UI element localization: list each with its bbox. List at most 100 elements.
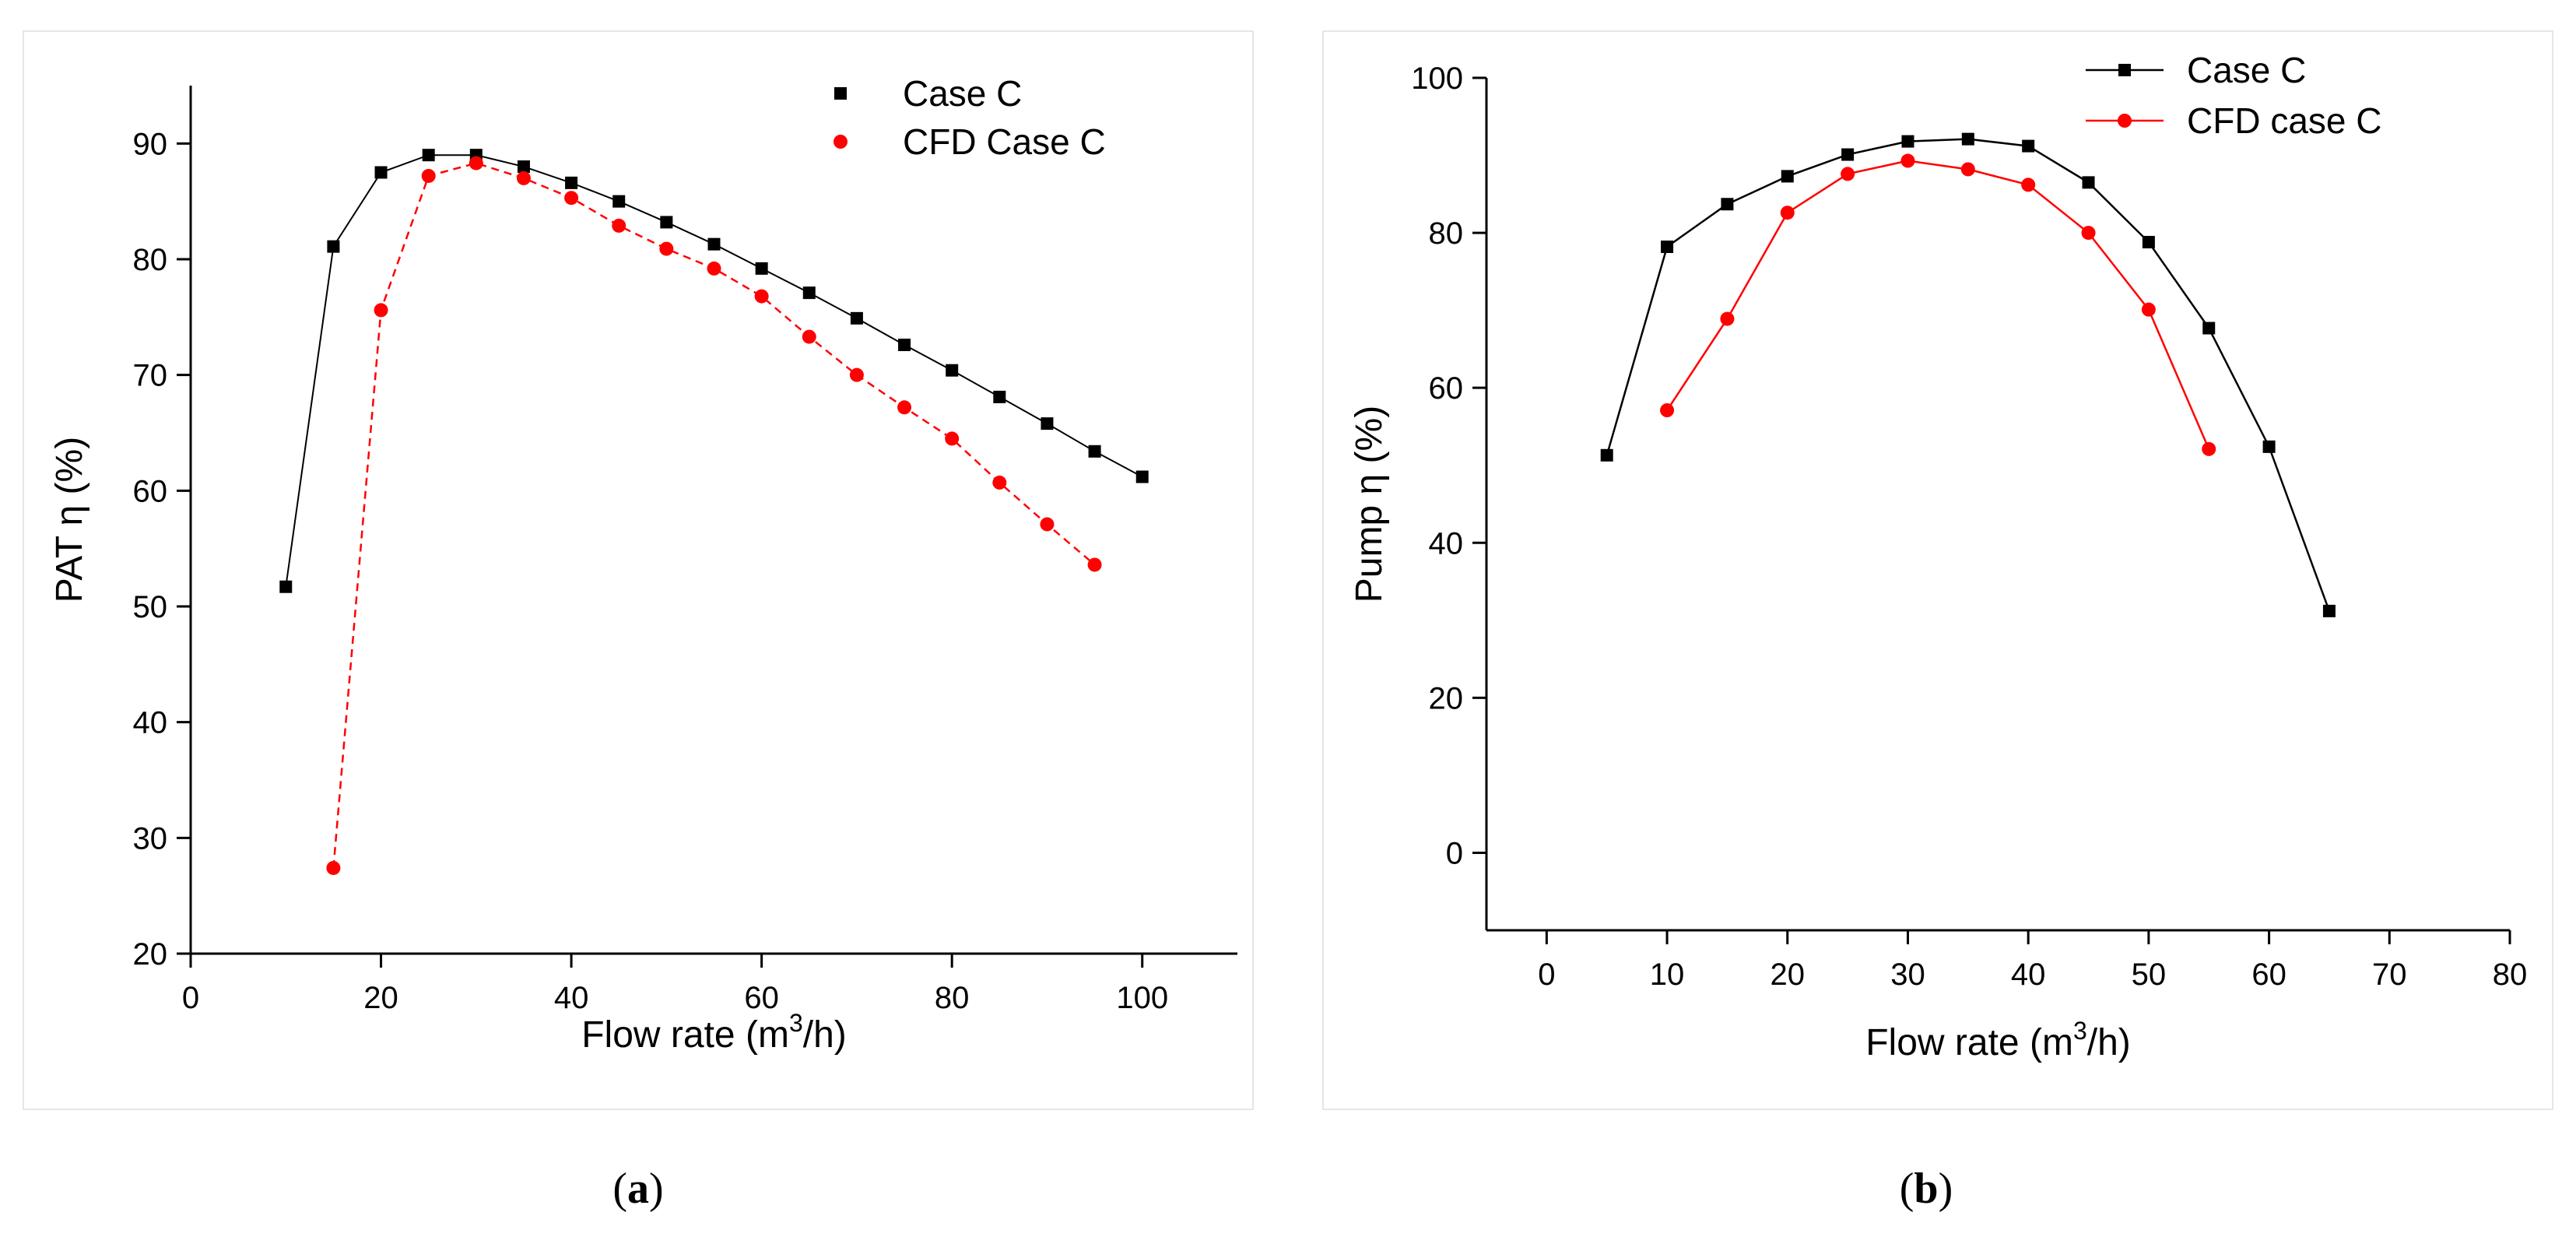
panel-a-series-cfd-case-c-point <box>1040 517 1055 532</box>
panel-a-series-case-c-point <box>1135 470 1149 483</box>
panel-b-series-cfd-case-c-legend-label: CFD case C <box>2187 100 2381 141</box>
panel-b-series-case-c-point <box>1721 198 1734 211</box>
panel-a-series-cfd-case-c-point <box>564 191 579 206</box>
panel-b-x-tick-label: 80 <box>2493 958 2528 992</box>
panel-b-series-case-c-point <box>1600 448 1613 462</box>
panel-b-series-case-c-point <box>1841 148 1855 161</box>
panel-a-series-cfd-case-c-point <box>374 303 388 318</box>
panel-a-y-tick-label: 90 <box>133 127 168 161</box>
panel-a-series-case-c-point <box>517 160 530 174</box>
panel-a-x-tick-label: 100 <box>1116 981 1168 1015</box>
panel-b-y-tick-label: 20 <box>1429 681 1464 715</box>
panel-b-series-cfd-case-c-point <box>1841 167 1855 181</box>
panel-b-x-axis-title-prefix: Flow rate (m <box>1865 1022 2073 1063</box>
panel-b-series-case-c-legend-marker <box>2118 64 2131 76</box>
panel-b-plot: 0 10 20 30 40 50 60 70 80 0 20 40 60 80 100 Flow rate (… <box>1349 50 2527 1063</box>
panel-b-series-case-c-point <box>1781 170 1794 183</box>
panel-b-series-cfd-case-c-point <box>1780 206 1795 220</box>
panel-a-plot: 0 20 40 60 80 100 20 30 40 50 60 70 80 90 Flow rate (m… <box>49 73 1237 1056</box>
panel-b-series-cfd-case-c-legend-marker <box>2118 114 2132 128</box>
panel-a-series-cfd-case-c-point <box>1087 557 1102 572</box>
panel-a-series-case-c-point <box>612 195 626 208</box>
panel-a-series-case-c-point <box>422 149 435 162</box>
panel-b-series-case-c-point <box>1961 132 1974 146</box>
panel-a-series-cfd-case-c-point <box>612 218 626 233</box>
panel-a-series-case-c-legend-marker <box>834 87 847 100</box>
panel-a-series-cfd-case-c-point <box>421 168 436 183</box>
panel-b-series-cfd-case-c-point <box>2202 441 2216 456</box>
panel-a-series-case-c-point <box>327 240 340 253</box>
panel-b-series-cfd-case-c-point <box>2081 226 2096 241</box>
panel-a-series-cfd-case-c-point <box>945 431 960 446</box>
panel-a-series-case-c-legend-label: Case C <box>903 73 1022 114</box>
panel-a-series-cfd-case-c-point <box>849 367 864 382</box>
panel-b-x-axis-title-suffix: /h) <box>2087 1022 2131 1063</box>
panel-b-series-cfd-case-c-point <box>1960 162 1975 177</box>
panel-b-x-tick-label: 70 <box>2372 958 2407 992</box>
panel-b-series-case-c-point <box>2262 440 2276 453</box>
panel-b-y-tick-label: 100 <box>1411 61 1463 96</box>
panel-a-series-cfd-case-c-legend-marker <box>834 135 848 149</box>
panel-b-x-tick-label: 50 <box>2132 958 2167 992</box>
panel-b-frame <box>1322 30 2553 1110</box>
panel-b-x-axis-title-sup: 3 <box>2073 1017 2087 1045</box>
panel-a-series-case-c-point <box>898 339 911 352</box>
panel-a-y-tick-label: 20 <box>133 937 168 972</box>
panel-a-series-case-c-point <box>1088 445 1101 458</box>
panel-a-x-tick-label: 20 <box>363 981 398 1015</box>
panel-a-series-case-c-point <box>755 262 768 275</box>
panel-a-x-tick-label: 40 <box>554 981 589 1015</box>
panel-b-series-cfd-case-c-point <box>1660 403 1675 418</box>
panel-b-y-tick-label: 0 <box>1446 836 1463 870</box>
panel-a-series-cfd-case-c-point <box>992 475 1007 490</box>
panel-a-y-axis-title: PAT η (%) <box>49 437 90 603</box>
panel-b-x-axis-title: Flow rate (m3/h) <box>1865 1017 2131 1063</box>
panel-a-x-tick-label: 60 <box>744 981 779 1015</box>
panel-a-series-case-c-point <box>660 216 673 229</box>
panel-b-y-axis-title: Pump η (%) <box>1349 406 1390 603</box>
panel-a-y-tick-label: 40 <box>133 706 168 740</box>
panel-a-x-axis-title-suffix: /h) <box>803 1014 847 1056</box>
panel-a-y-tick-label: 80 <box>133 243 168 277</box>
panel-b-series-cfd-case-c-line <box>1666 160 2210 450</box>
panel-a-series-cfd-case-c-point <box>754 289 769 304</box>
panel-b-y-tick-label: 80 <box>1429 216 1464 251</box>
panel-b-series-case-c-point <box>2322 604 2336 617</box>
panel-a-x-axis-title-sup: 3 <box>789 1009 803 1037</box>
panel-b-series-case-c-point <box>2082 176 2095 189</box>
panel-a-x-tick-label: 80 <box>935 981 970 1015</box>
panel-b-series-case-c-point <box>2142 236 2155 249</box>
panel-b-x-tick-label: 60 <box>2251 958 2286 992</box>
panel-b-series-cfd-case-c-point <box>1720 311 1735 326</box>
chart-panel-a: 0 20 40 60 80 100 20 30 40 50 60 70 80 90 Flow rate (m… <box>23 30 1254 1213</box>
panel-b-series-case-c-legend-label: Case C <box>2187 50 2306 90</box>
panel-b-series-cfd-case-c-point <box>1900 153 1915 168</box>
panel-a-x-axis-title: Flow rate (m3/h) <box>581 1009 847 1056</box>
panel-a-series-case-c-point <box>946 364 959 377</box>
panel-a-series-case-c-point <box>802 286 816 300</box>
panel-b-series-case-c-point <box>2202 322 2216 335</box>
caption-b: (b) <box>1900 1165 1953 1213</box>
panel-b-x-tick-label: 20 <box>1771 958 1806 992</box>
panel-a-y-tick-label: 30 <box>133 821 168 856</box>
panel-a-series-cfd-case-c-point <box>516 170 531 185</box>
panel-a-series-case-c-point <box>565 176 578 189</box>
panel-a-frame <box>23 30 1254 1110</box>
panel-b-x-tick-label: 30 <box>1890 958 1925 992</box>
caption-a: (a) <box>612 1165 663 1213</box>
panel-a-series-cfd-case-c-point <box>659 241 674 256</box>
chart-panel-b: 0 10 20 30 40 50 60 70 80 0 20 40 60 80 100 Flow rate (… <box>1322 30 2553 1213</box>
panel-a-x-axis-title-prefix: Flow rate (m <box>581 1014 789 1056</box>
panel-a-series-cfd-case-c-point <box>802 329 816 344</box>
panel-a-series-case-c-point <box>374 166 388 179</box>
panel-b-series-cfd-case-c-point <box>2141 302 2156 317</box>
panel-a-series-cfd-case-c-point <box>897 400 912 415</box>
panel-a-series-cfd-case-c-point <box>707 261 721 276</box>
panel-a-series-case-c-point <box>279 580 293 593</box>
panel-a-y-tick-label: 50 <box>133 590 168 624</box>
panel-b-x-tick-label: 10 <box>1650 958 1685 992</box>
panel-a-series-cfd-case-c-legend-label: CFD Case C <box>903 121 1106 162</box>
panel-a-series-cfd-case-c-point <box>326 860 341 875</box>
panel-b-series-case-c-point <box>2022 139 2035 153</box>
